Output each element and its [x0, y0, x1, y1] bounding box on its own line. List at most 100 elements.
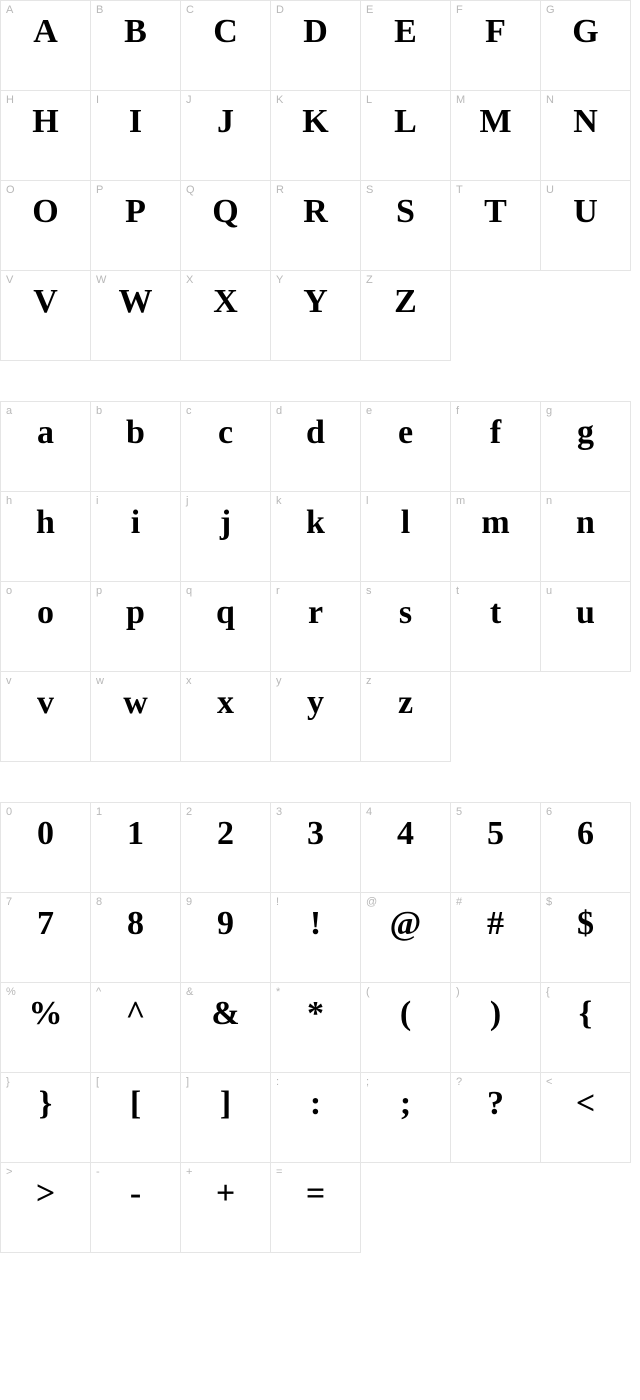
glyph-cell[interactable]: UU [541, 181, 631, 271]
glyph-cell[interactable]: WW [91, 271, 181, 361]
glyph-cell[interactable]: == [271, 1163, 361, 1253]
glyph-cell[interactable]: cc [181, 402, 271, 492]
character-map: AABBCCDDEEFFGG HHIIJJKKLLMMNN OOPPQQRRSSTT… [0, 0, 640, 1253]
glyph-cell-glyph: b [91, 414, 180, 452]
glyph-cell[interactable]: ww [91, 672, 181, 762]
glyph-cell[interactable]: && [181, 983, 271, 1073]
glyph-cell-glyph: q [181, 594, 270, 632]
glyph-cell[interactable]: kk [271, 492, 361, 582]
glyph-cell[interactable]: ee [361, 402, 451, 492]
glyph-cell[interactable]: :: [271, 1073, 361, 1163]
glyph-cell[interactable]: ## [451, 893, 541, 983]
glyph-cell[interactable]: 55 [451, 803, 541, 893]
glyph-cell[interactable]: aa [1, 402, 91, 492]
glyph-cell[interactable]: RR [271, 181, 361, 271]
glyph-cell[interactable]: -- [91, 1163, 181, 1253]
glyph-cell[interactable]: $$ [541, 893, 631, 983]
glyph-cell[interactable]: rr [271, 582, 361, 672]
glyph-cell-glyph: 1 [91, 815, 180, 853]
glyph-cell[interactable]: YY [271, 271, 361, 361]
glyph-cell[interactable]: ]] [181, 1073, 271, 1163]
glyph-cell[interactable]: %% [1, 983, 91, 1073]
glyph-cell[interactable]: >> [1, 1163, 91, 1253]
glyph-cell-glyph: 5 [451, 815, 540, 853]
glyph-cell[interactable]: DD [271, 1, 361, 91]
glyph-cell[interactable]: @@ [361, 893, 451, 983]
glyph-cell[interactable]: 11 [91, 803, 181, 893]
glyph-cell[interactable]: PP [91, 181, 181, 271]
glyph-cell[interactable]: uu [541, 582, 631, 672]
glyph-cell[interactable]: EE [361, 1, 451, 91]
glyph-cell[interactable]: 99 [181, 893, 271, 983]
glyph-cell[interactable]: }} [1, 1073, 91, 1163]
glyph-cell[interactable]: TT [451, 181, 541, 271]
glyph-cell[interactable]: ZZ [361, 271, 451, 361]
glyph-cell[interactable]: pp [91, 582, 181, 672]
glyph-cell[interactable]: CC [181, 1, 271, 91]
glyph-cell[interactable]: HH [1, 91, 91, 181]
glyph-cell[interactable]: ff [451, 402, 541, 492]
glyph-cell[interactable]: )) [451, 983, 541, 1073]
glyph-cell[interactable]: nn [541, 492, 631, 582]
glyph-cell[interactable]: ll [361, 492, 451, 582]
glyph-cell-glyph: ? [451, 1085, 540, 1123]
glyph-cell-glyph: 2 [181, 815, 270, 853]
glyph-cell[interactable]: [[ [91, 1073, 181, 1163]
glyph-cell[interactable]: xx [181, 672, 271, 762]
glyph-cell[interactable]: AA [1, 1, 91, 91]
glyph-cell[interactable]: 77 [1, 893, 91, 983]
glyph-cell[interactable]: II [91, 91, 181, 181]
glyph-cell[interactable]: ^^ [91, 983, 181, 1073]
glyph-cell-glyph: g [541, 414, 630, 452]
glyph-cell[interactable]: hh [1, 492, 91, 582]
glyph-cell[interactable]: MM [451, 91, 541, 181]
glyph-cell[interactable]: ;; [361, 1073, 451, 1163]
glyph-cell-glyph: a [1, 414, 90, 452]
glyph-cell[interactable]: dd [271, 402, 361, 492]
glyph-cell-glyph: + [181, 1175, 270, 1213]
glyph-cell[interactable]: {{ [541, 983, 631, 1073]
glyph-cell[interactable]: XX [181, 271, 271, 361]
glyph-cell-glyph: B [91, 13, 180, 51]
glyph-cell[interactable]: ++ [181, 1163, 271, 1253]
glyph-cell[interactable]: ii [91, 492, 181, 582]
glyph-cell[interactable]: OO [1, 181, 91, 271]
glyph-cell[interactable]: NN [541, 91, 631, 181]
glyph-cell[interactable]: JJ [181, 91, 271, 181]
glyph-cell[interactable]: jj [181, 492, 271, 582]
glyph-cell[interactable]: 44 [361, 803, 451, 893]
glyph-cell[interactable]: LL [361, 91, 451, 181]
glyph-cell-glyph: & [181, 995, 270, 1033]
glyph-cell-glyph: r [271, 594, 360, 632]
glyph-cell[interactable]: mm [451, 492, 541, 582]
glyph-cell[interactable]: (( [361, 983, 451, 1073]
glyph-cell[interactable]: SS [361, 181, 451, 271]
glyph-cell[interactable]: FF [451, 1, 541, 91]
glyph-cell[interactable]: GG [541, 1, 631, 91]
glyph-cell[interactable]: tt [451, 582, 541, 672]
glyph-cell[interactable]: ** [271, 983, 361, 1073]
glyph-cell[interactable]: 00 [1, 803, 91, 893]
glyph-cell[interactable]: ?? [451, 1073, 541, 1163]
glyph-cell-glyph: T [451, 193, 540, 231]
glyph-cell-glyph: * [271, 995, 360, 1033]
glyph-cell[interactable]: BB [91, 1, 181, 91]
glyph-cell[interactable]: oo [1, 582, 91, 672]
glyph-cell[interactable]: << [541, 1073, 631, 1163]
glyph-cell[interactable]: QQ [181, 181, 271, 271]
glyph-cell[interactable]: qq [181, 582, 271, 672]
glyph-cell[interactable]: !! [271, 893, 361, 983]
glyph-cell[interactable]: KK [271, 91, 361, 181]
glyph-cell[interactable]: yy [271, 672, 361, 762]
glyph-cell-glyph: P [91, 193, 180, 231]
glyph-cell[interactable]: zz [361, 672, 451, 762]
glyph-cell[interactable]: gg [541, 402, 631, 492]
glyph-cell[interactable]: bb [91, 402, 181, 492]
glyph-cell[interactable]: VV [1, 271, 91, 361]
glyph-cell[interactable]: ss [361, 582, 451, 672]
glyph-cell[interactable]: 66 [541, 803, 631, 893]
glyph-cell[interactable]: 33 [271, 803, 361, 893]
glyph-cell[interactable]: 22 [181, 803, 271, 893]
glyph-cell[interactable]: 88 [91, 893, 181, 983]
glyph-cell[interactable]: vv [1, 672, 91, 762]
